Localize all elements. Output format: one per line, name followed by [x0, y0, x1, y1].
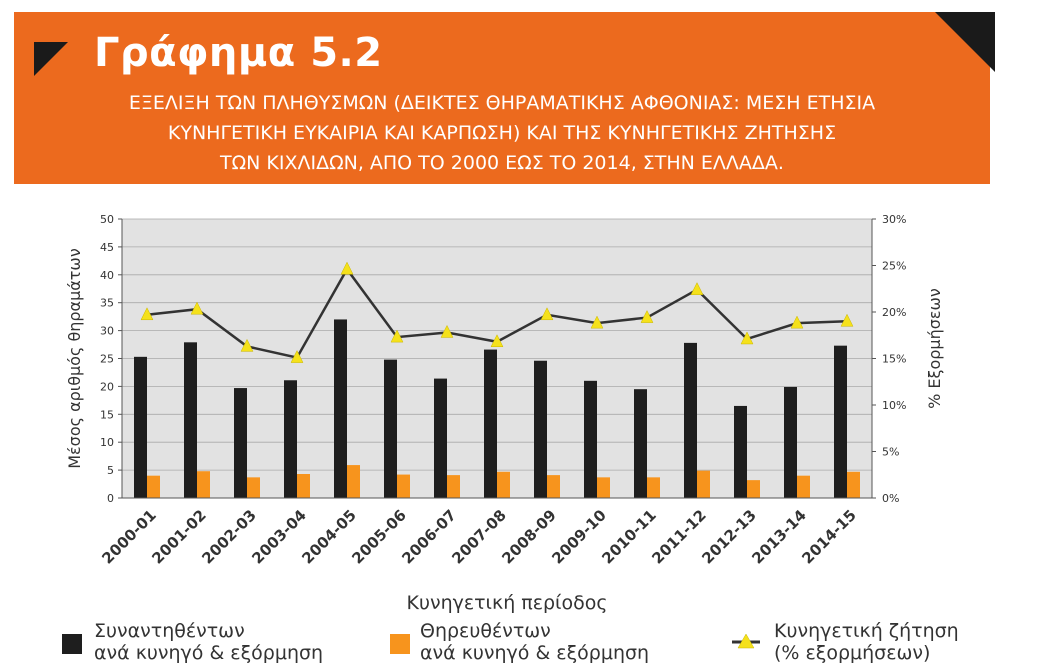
- legend-item-encountered: Συναντηθέντων ανά κυνηγό & εξόρμηση: [94, 620, 323, 664]
- bar-harvested: [447, 475, 460, 498]
- y2-tick-label: 15%: [882, 353, 906, 366]
- demand-marker: [140, 307, 154, 321]
- bar-encountered: [484, 349, 497, 498]
- legend-label-demand-2: (% εξορμήσεων): [774, 642, 931, 664]
- chart-title: Γράφημα 5.2: [94, 30, 383, 76]
- y-tick-label: 50: [100, 213, 114, 226]
- legend-swatch-demand: [732, 633, 760, 649]
- y-tick-label: 25: [100, 353, 114, 366]
- y-tick-label: 40: [100, 269, 114, 282]
- corner-triangle-icon: [935, 12, 995, 72]
- y2-tick-label: 30%: [882, 213, 906, 226]
- demand-marker: [240, 338, 254, 352]
- bar-harvested: [297, 474, 310, 498]
- y2-axis-title: % Εξορμήσεων: [925, 288, 944, 409]
- legend-label-harvested-2: ανά κυνηγό & εξόρμηση: [420, 642, 650, 664]
- bar-harvested: [497, 471, 510, 498]
- bar-harvested: [747, 480, 760, 498]
- subtitle-line-3: ΤΩΝ ΚΙΧΛΙΔΩΝ, ΑΠΟ ΤΟ 2000 ΕΩΣ ΤΟ 2014, Σ…: [220, 152, 784, 174]
- demand-marker: [340, 261, 354, 275]
- bar-encountered: [134, 356, 147, 498]
- y-tick-label: 35: [100, 297, 114, 310]
- bar-encountered: [584, 380, 597, 498]
- bar-encountered: [834, 345, 847, 498]
- y2-tick-label: 20%: [882, 306, 906, 319]
- bar-encountered: [684, 342, 697, 498]
- demand-marker: [390, 329, 404, 343]
- subtitle-line-1: ΕΞΕΛΙΞΗ ΤΩΝ ΠΛΗΘΥΣΜΩΝ (ΔΕΙΚΤΕΣ ΘΗΡΑΜΑΤΙΚ…: [128, 92, 876, 114]
- y2-tick-label: 5%: [882, 446, 899, 459]
- demand-marker: [590, 315, 604, 329]
- demand-marker: [490, 334, 504, 348]
- demand-marker: [640, 310, 654, 323]
- y-tick-label: 5: [107, 464, 114, 477]
- title-banner: [14, 12, 990, 184]
- bar-harvested: [847, 471, 860, 498]
- legend-item-harvested: Θηρευθέντων ανά κυνηγό & εξόρμηση: [420, 620, 649, 664]
- bar-encountered: [284, 380, 297, 498]
- y-tick-label: 20: [100, 380, 114, 393]
- bar-encountered: [734, 405, 747, 498]
- bar-harvested: [697, 470, 710, 498]
- legend-swatch-harvested: [390, 634, 410, 654]
- y2-tick-label: 25%: [882, 260, 906, 273]
- bar-encountered: [784, 386, 797, 498]
- y-tick-label: 45: [100, 241, 114, 254]
- demand-marker: [440, 324, 454, 338]
- legend-label-encountered-2: ανά κυνηγό & εξόρμηση: [94, 642, 324, 664]
- bar-encountered: [534, 360, 547, 498]
- banner-triangle-icon: [34, 42, 68, 76]
- demand-marker: [690, 282, 704, 295]
- bar-harvested: [797, 475, 810, 498]
- legend-label-encountered-1: Συναντηθέντων: [94, 620, 245, 642]
- demand-marker: [840, 313, 854, 327]
- legend-label-demand-1: Κυνηγετική ζήτηση: [774, 620, 959, 642]
- demand-marker: [190, 301, 204, 315]
- bar-harvested: [647, 477, 660, 498]
- y-tick-label: 10: [100, 436, 114, 449]
- demand-marker: [740, 331, 754, 345]
- x-axis-title: Κυνηγετική περίοδος: [407, 592, 608, 614]
- bar-harvested: [547, 475, 560, 498]
- demand-marker: [540, 307, 554, 321]
- bar-encountered: [634, 389, 647, 498]
- y-tick-label: 0: [107, 492, 114, 505]
- subtitle-line-2: ΚΥΝΗΓΕΤΙΚΗ ΕΥΚΑΙΡΙΑ ΚΑΙ ΚΑΡΠΩΣΗ) ΚΑΙ ΤΗΣ…: [167, 122, 837, 144]
- y-tick-label: 15: [100, 408, 114, 421]
- y-tick-label: 30: [100, 325, 114, 338]
- bar-harvested: [397, 474, 410, 498]
- bar-encountered: [434, 378, 447, 498]
- x-tick-label: 2014-15: [798, 506, 859, 567]
- bar-harvested: [197, 471, 210, 498]
- legend-swatch-encountered: [62, 634, 82, 654]
- y-axis-title: Μέσος αριθμός θηραμάτων: [65, 248, 84, 469]
- bar-harvested: [597, 477, 610, 498]
- legend-label-harvested-1: Θηρευθέντων: [420, 620, 551, 642]
- bar-harvested: [347, 465, 360, 498]
- demand-marker: [790, 315, 804, 329]
- legend-item-demand: Κυνηγετική ζήτηση (% εξορμήσεων): [774, 620, 959, 664]
- bar-harvested: [247, 477, 260, 498]
- bar-encountered: [184, 342, 197, 498]
- demand-marker: [290, 350, 304, 363]
- y2-tick-label: 10%: [882, 399, 906, 412]
- bar-encountered: [234, 388, 247, 498]
- bar-encountered: [384, 359, 397, 498]
- bar-harvested: [147, 475, 160, 498]
- y2-tick-label: 0%: [882, 492, 899, 505]
- bar-encountered: [334, 319, 347, 498]
